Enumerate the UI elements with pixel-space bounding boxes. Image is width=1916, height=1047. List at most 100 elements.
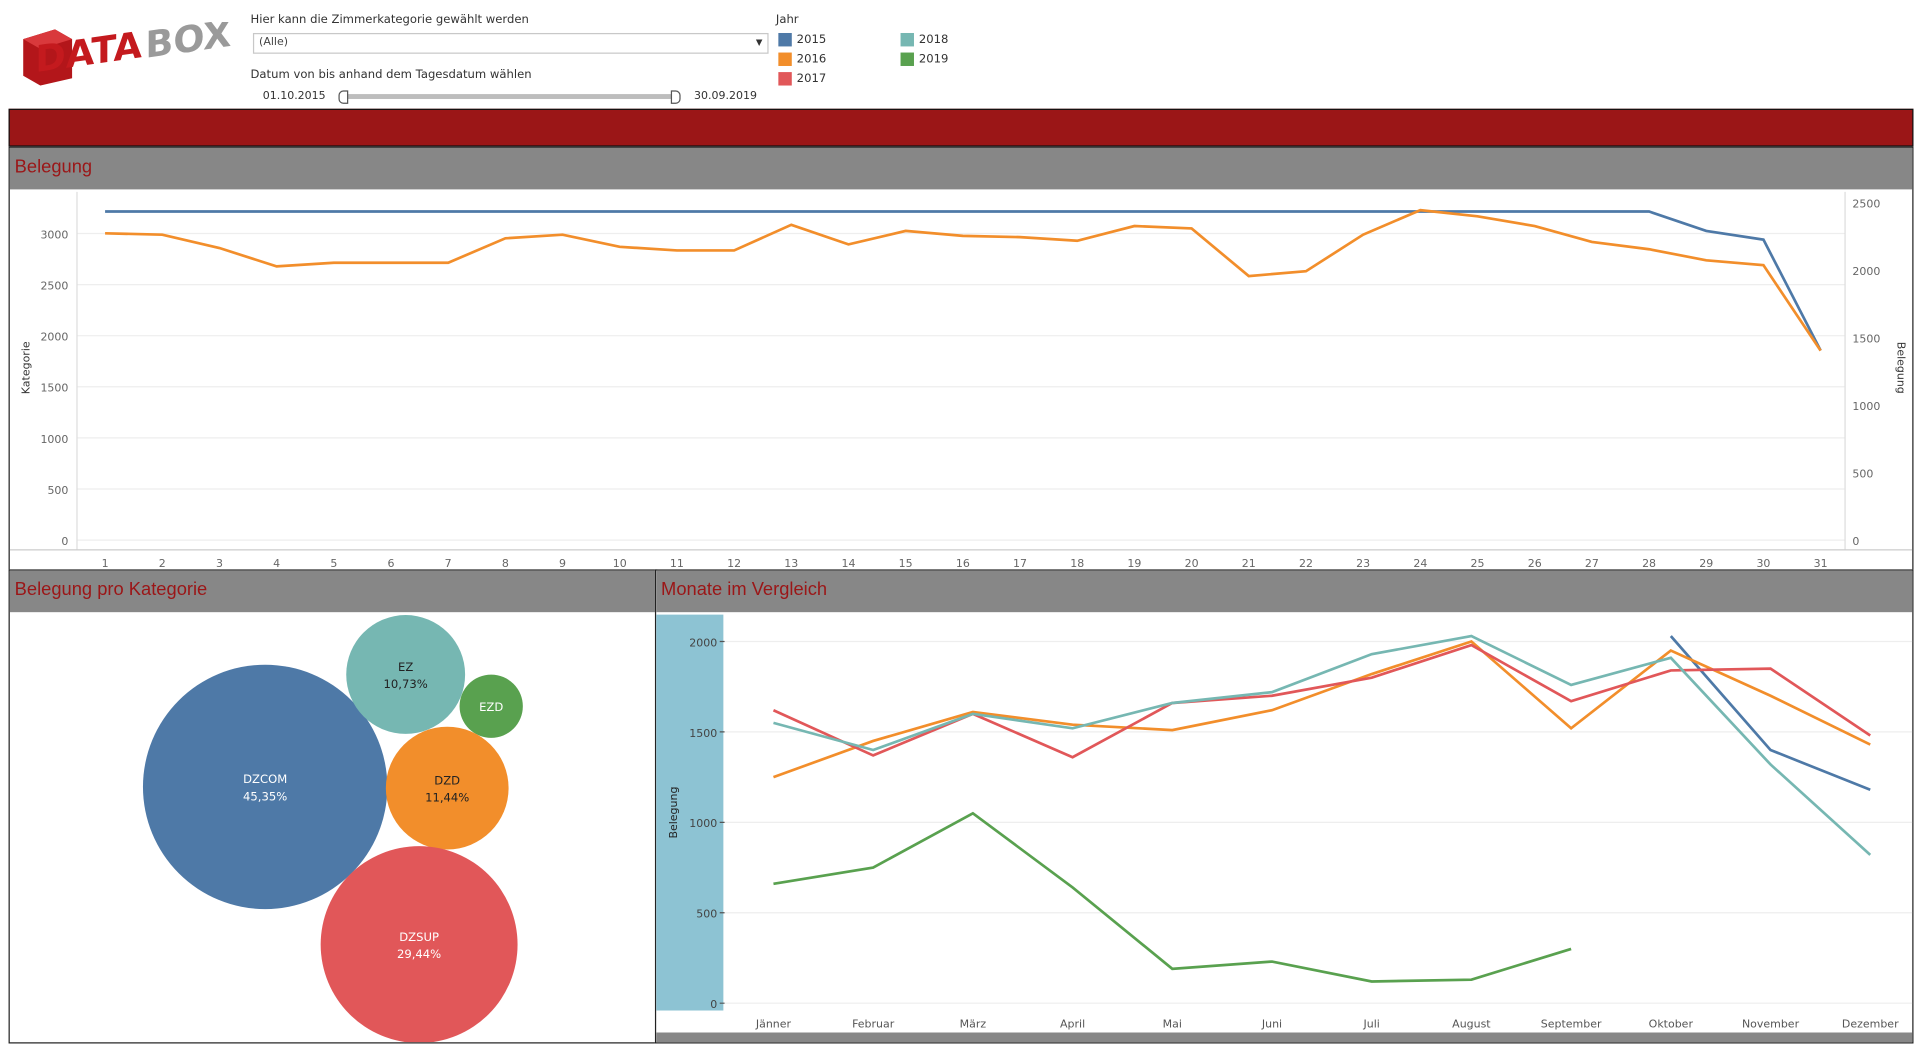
legend-item-2019[interactable]: 2019 xyxy=(900,52,949,66)
category-filter-label: Hier kann die Zimmerkategorie gewählt we… xyxy=(250,13,529,27)
x-tick-label: 16 xyxy=(956,557,970,570)
y-tick-label: 2000 xyxy=(40,331,68,344)
x-tick-label: 6 xyxy=(388,557,395,570)
panel-title: Belegung xyxy=(14,156,93,178)
x-tick-label: 13 xyxy=(784,557,798,570)
daily-occupancy-chart: 0 500 1000 1500 2000 2500 3000 0 500 1000 1500 2000… xyxy=(9,191,1913,570)
series-line-right xyxy=(105,208,1822,352)
x-tick-label: 7 xyxy=(445,557,452,570)
bubble-dzcom[interactable]: DZCOM 45,35% xyxy=(142,664,388,910)
panel-title: Belegung pro Kategorie xyxy=(14,579,208,600)
y2-tick-label: 1000 xyxy=(1852,400,1880,413)
bubble-circle xyxy=(346,615,466,734)
panel-header: Belegung xyxy=(9,147,1913,190)
category-dropdown-value: (Alle) xyxy=(259,36,289,49)
legend-label: 2019 xyxy=(918,52,949,66)
date-range-slider[interactable] xyxy=(344,94,675,99)
y2-tick-label: 2500 xyxy=(1852,198,1880,211)
x-tick-label: 9 xyxy=(559,557,566,570)
series-line-2015 xyxy=(1669,635,1871,792)
series-line-left xyxy=(105,210,1822,352)
date-from: 01.10.2015 xyxy=(262,90,326,103)
x-tick-label: 11 xyxy=(670,557,684,570)
x-tick-label: August xyxy=(1452,1018,1491,1031)
x-tick-label: März xyxy=(960,1018,987,1031)
legend-item-2017[interactable]: 2017 xyxy=(778,72,827,86)
x-tick-label: 18 xyxy=(1070,557,1084,570)
chevron-down-icon[interactable]: ▼ xyxy=(755,37,763,48)
y-tick-label: 500 xyxy=(696,908,717,921)
x-tick-label: November xyxy=(1742,1018,1800,1031)
x-tick-label: 8 xyxy=(502,557,509,570)
legend-label: 2016 xyxy=(796,52,827,66)
bubble-ezd[interactable]: EZD xyxy=(459,674,523,738)
panel-monate-im-vergleich: Monate im Vergleich 0 500 1000 1500 2000 Bele… xyxy=(654,569,1914,1044)
scrollbar[interactable] xyxy=(656,1032,1913,1043)
y-tick-label: 1000 xyxy=(40,433,68,446)
legend-item-2018[interactable]: 2018 xyxy=(900,32,949,47)
legend-label: 2017 xyxy=(796,72,827,86)
x-tick-label: 14 xyxy=(841,557,855,570)
y-tick-label: 1000 xyxy=(689,817,717,830)
logo-text-gray: BOX xyxy=(145,22,231,67)
x-tick-label: 23 xyxy=(1356,557,1370,570)
legend-swatch xyxy=(778,72,792,86)
x-tick-label: 28 xyxy=(1642,557,1656,570)
bubble-ez[interactable]: EZ 10,73% xyxy=(346,615,466,734)
legend-item-2015[interactable]: 2015 xyxy=(778,32,826,47)
x-tick-label: 19 xyxy=(1127,557,1141,570)
x-tick-label: 25 xyxy=(1471,557,1485,570)
x-tick-label: 3 xyxy=(216,557,223,570)
legend-title: Jahr xyxy=(775,13,799,27)
x-tick-label: 4 xyxy=(273,557,280,570)
y-tick-label: 2000 xyxy=(689,636,717,649)
y-axis-title: Kategorie xyxy=(19,341,32,394)
x-tick-label: 5 xyxy=(330,557,337,570)
bubble-circle xyxy=(385,726,509,850)
x-tick-label: Dezember xyxy=(1842,1018,1899,1031)
panel-header: Belegung pro Kategorie xyxy=(9,570,657,613)
y2-tick-label: 0 xyxy=(1852,535,1859,548)
x-tick-label: April xyxy=(1060,1018,1085,1031)
category-dropdown[interactable]: (Alle) ▼ xyxy=(252,32,769,54)
bubble-pct: 45,35% xyxy=(243,789,287,803)
monthly-comparison-chart: 0 500 1000 1500 2000 Belegung Jänner Februar Mär… xyxy=(667,634,1913,1031)
x-tick-label: 31 xyxy=(1814,557,1828,570)
y2-tick-label: 2000 xyxy=(1852,265,1880,278)
legend-swatch xyxy=(900,32,914,47)
slider-handle-start[interactable] xyxy=(338,90,349,104)
x-tick-label: Juli xyxy=(1363,1018,1380,1031)
legend-swatch xyxy=(778,52,792,66)
series-line-2017 xyxy=(772,643,1871,759)
x-tick-label: 26 xyxy=(1528,557,1542,570)
x-tick-label: 27 xyxy=(1585,557,1599,570)
y2-tick-label: 500 xyxy=(1852,468,1873,481)
series-line-2018 xyxy=(773,634,1872,856)
x-tick-label: 29 xyxy=(1699,557,1713,570)
bubble-label: EZ xyxy=(398,660,413,674)
bubble-pct: 29,44% xyxy=(397,947,441,961)
legend-swatch xyxy=(900,52,914,66)
axis-highlight-band xyxy=(656,614,724,1011)
x-tick-label: Jänner xyxy=(755,1018,792,1031)
x-tick-label: 15 xyxy=(899,557,913,570)
x-tick-label: 30 xyxy=(1756,557,1770,570)
y-axis-title: Belegung xyxy=(667,787,680,839)
legend-label: 2018 xyxy=(918,32,949,47)
bubble-pct: 11,44% xyxy=(425,791,469,805)
databox-logo: DATA BOX xyxy=(23,22,231,86)
y2-tick-label: 1500 xyxy=(1852,333,1880,346)
x-tick-label: Februar xyxy=(852,1018,895,1031)
panel-belegung-pro-kategorie: Belegung pro Kategorie DZCOM 45,35% EZ 10,7… xyxy=(8,569,658,1044)
series-line-2016 xyxy=(773,639,1871,779)
bubble-circle xyxy=(320,846,518,1043)
x-tick-label: 20 xyxy=(1185,557,1199,570)
bubble-dzd[interactable]: DZD 11,44% xyxy=(385,726,509,850)
y-tick-label: 1500 xyxy=(40,382,68,395)
date-filter-label: Datum von bis anhand dem Tagesdatum wähl… xyxy=(250,68,532,82)
x-tick-label: 1 xyxy=(102,557,109,570)
y-tick-label: 3000 xyxy=(40,228,68,241)
bubble-dzsup[interactable]: DZSUP 29,44% xyxy=(320,846,518,1043)
slider-handle-end[interactable] xyxy=(670,90,681,104)
legend-item-2016[interactable]: 2016 xyxy=(778,52,827,66)
